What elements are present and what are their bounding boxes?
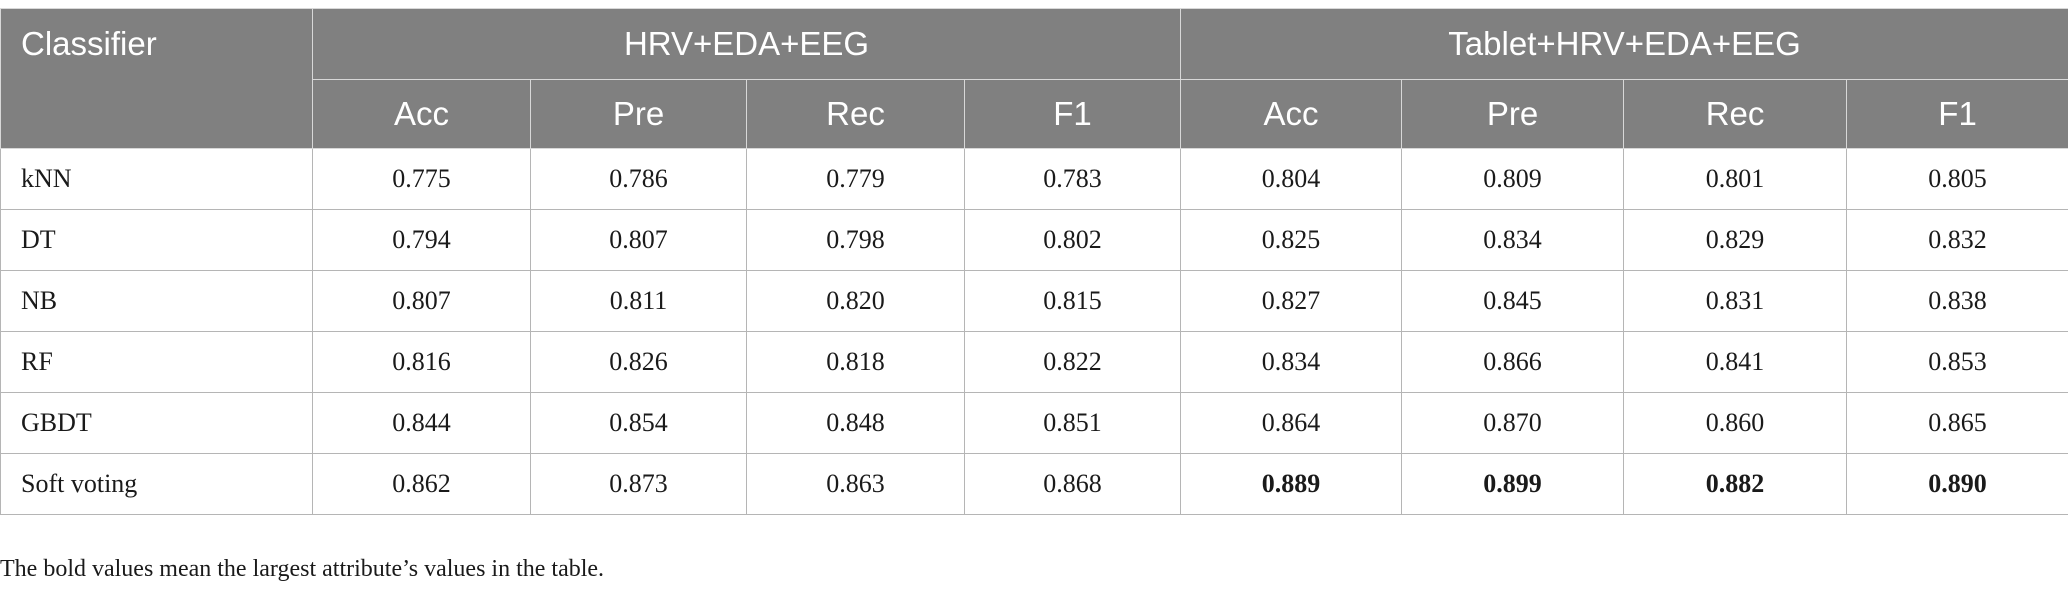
table-footnote: The bold values mean the largest attribu… <box>0 556 605 582</box>
table-cell: 0.815 <box>963 270 1182 332</box>
table-cell: 0.801 <box>1623 148 1848 210</box>
metric-header: Pre <box>1401 79 1625 149</box>
table-cell: 0.868 <box>963 453 1182 515</box>
table-cell: 0.779 <box>746 148 965 210</box>
table-cell-bold: 0.899 <box>1401 453 1625 515</box>
row-label: RF <box>0 331 313 393</box>
header-row-groups: Classifier HRV+EDA+EEG Tablet+HRV+EDA+EE… <box>0 8 2068 149</box>
metric-header: Acc <box>312 79 531 149</box>
table-cell: 0.832 <box>1846 209 2068 271</box>
table-cell: 0.818 <box>746 331 965 393</box>
table-cell: 0.826 <box>530 331 747 393</box>
table-cell: 0.851 <box>963 392 1182 454</box>
metric-header: Rec <box>746 79 965 149</box>
metric-header: Acc <box>1180 79 1403 149</box>
table-cell: 0.834 <box>1401 209 1625 271</box>
table-cell: 0.783 <box>963 148 1182 210</box>
table-cell: 0.786 <box>530 148 747 210</box>
group-header-tablet-hrv-eda-eeg: Tablet+HRV+EDA+EEG <box>1180 8 2068 80</box>
metric-header: F1 <box>963 79 1182 149</box>
header-row-metrics: Acc Pre Rec F1 Acc Pre Rec F1 <box>1 79 2068 149</box>
table-cell: 0.848 <box>746 392 965 454</box>
table-cell: 0.845 <box>1401 270 1625 332</box>
table-cell: 0.844 <box>312 392 531 454</box>
table-cell: 0.804 <box>1180 148 1403 210</box>
table-cell-bold: 0.882 <box>1623 453 1848 515</box>
table-cell: 0.798 <box>746 209 965 271</box>
row-label: GBDT <box>0 392 313 454</box>
table-cell: 0.838 <box>1846 270 2068 332</box>
table-cell: 0.870 <box>1401 392 1625 454</box>
table-row-nb: NB 0.807 0.811 0.820 0.815 0.827 0.845 0… <box>0 270 2068 332</box>
table-row-soft-voting: Soft voting 0.862 0.873 0.863 0.868 0.88… <box>0 453 2068 515</box>
row-label: NB <box>0 270 313 332</box>
table-cell: 0.866 <box>1401 331 1625 393</box>
results-table: Classifier HRV+EDA+EEG Tablet+HRV+EDA+EE… <box>0 8 2068 515</box>
row-label: DT <box>0 209 313 271</box>
table-cell: 0.794 <box>312 209 531 271</box>
results-table-container: Classifier HRV+EDA+EEG Tablet+HRV+EDA+EE… <box>0 8 2068 515</box>
table-cell: 0.831 <box>1623 270 1848 332</box>
table-cell-bold: 0.890 <box>1846 453 2068 515</box>
table-row-rf: RF 0.816 0.826 0.818 0.822 0.834 0.866 0… <box>0 331 2068 393</box>
group-header-hrv-eda-eeg: HRV+EDA+EEG <box>311 8 1182 80</box>
table-row-knn: kNN 0.775 0.786 0.779 0.783 0.804 0.809 … <box>0 148 2068 210</box>
metric-header: Rec <box>1623 79 1848 149</box>
table-cell: 0.873 <box>530 453 747 515</box>
table-row-dt: DT 0.794 0.807 0.798 0.802 0.825 0.834 0… <box>0 209 2068 271</box>
table-cell: 0.854 <box>530 392 747 454</box>
table-cell: 0.853 <box>1846 331 2068 393</box>
table-cell: 0.864 <box>1180 392 1403 454</box>
metric-header: F1 <box>1846 79 2068 149</box>
table-cell: 0.811 <box>530 270 747 332</box>
table-cell: 0.865 <box>1846 392 2068 454</box>
row-label: kNN <box>0 148 313 210</box>
table-cell: 0.860 <box>1623 392 1848 454</box>
table-cell: 0.820 <box>746 270 965 332</box>
table-cell: 0.822 <box>963 331 1182 393</box>
classifier-column-header: Classifier <box>0 8 313 149</box>
table-cell: 0.807 <box>530 209 747 271</box>
table-cell: 0.809 <box>1401 148 1625 210</box>
table-cell: 0.863 <box>746 453 965 515</box>
table-cell: 0.816 <box>312 331 531 393</box>
table-row-gbdt: GBDT 0.844 0.854 0.848 0.851 0.864 0.870… <box>0 392 2068 454</box>
table-cell: 0.825 <box>1180 209 1403 271</box>
table-cell: 0.802 <box>963 209 1182 271</box>
table-cell: 0.829 <box>1623 209 1848 271</box>
table-cell: 0.807 <box>312 270 531 332</box>
table-cell-bold: 0.889 <box>1180 453 1403 515</box>
row-label: Soft voting <box>0 453 313 515</box>
table-cell: 0.805 <box>1846 148 2068 210</box>
table-cell: 0.862 <box>312 453 531 515</box>
table-cell: 0.841 <box>1623 331 1848 393</box>
table-cell: 0.775 <box>312 148 531 210</box>
table-cell: 0.827 <box>1180 270 1403 332</box>
metric-header: Pre <box>530 79 747 149</box>
table-cell: 0.834 <box>1180 331 1403 393</box>
